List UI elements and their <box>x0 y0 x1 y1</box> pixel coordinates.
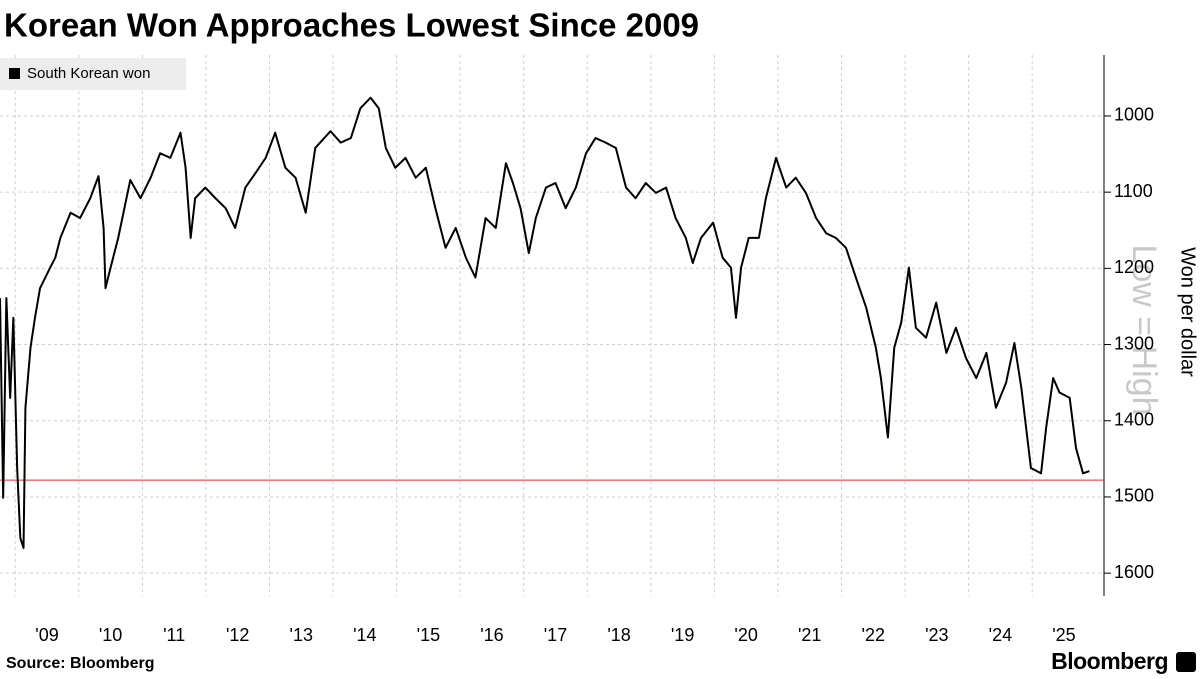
source: Source: Bloomberg <box>6 655 154 672</box>
x-tick-label: '18 <box>607 625 630 645</box>
brand: Bloomberg <box>1051 648 1168 674</box>
x-tick-label: '16 <box>480 625 503 645</box>
x-tick-label: '12 <box>226 625 249 645</box>
x-tick-label: '23 <box>925 625 948 645</box>
annotation: Low = High <box>1125 244 1163 415</box>
y-tick-label: 1300 <box>1114 333 1154 353</box>
x-tick-label: '20 <box>734 625 757 645</box>
y-tick-label: 1600 <box>1114 562 1154 582</box>
x-tick-label: '14 <box>353 625 376 645</box>
y-axis-label: Won per dollar <box>1177 247 1199 377</box>
x-tick-label: '09 <box>35 625 58 645</box>
x-tick-label: '24 <box>989 625 1012 645</box>
x-tick-label: '11 <box>163 625 185 645</box>
x-tick-label: '13 <box>290 625 313 645</box>
y-tick-label: 1500 <box>1114 486 1154 506</box>
brand-icon <box>1176 652 1196 672</box>
y-tick-label: 1200 <box>1114 257 1154 277</box>
x-tick-label: '19 <box>671 625 694 645</box>
legend-swatch <box>9 68 20 79</box>
y-tick-label: 1000 <box>1114 105 1154 125</box>
line-series <box>0 96 1090 549</box>
y-tick-label: 1400 <box>1114 409 1154 429</box>
x-tick-label: '15 <box>417 625 440 645</box>
x-tick-label: '22 <box>862 625 885 645</box>
x-tick-label: '21 <box>798 625 821 645</box>
legend-label: South Korean won <box>27 65 150 82</box>
legend-box <box>0 58 186 90</box>
x-tick-label: '10 <box>99 625 122 645</box>
x-tick-label: '25 <box>1052 625 1075 645</box>
x-tick-label: '17 <box>544 625 567 645</box>
y-tick-label: 1100 <box>1114 181 1153 201</box>
chart-title: Korean Won Approaches Lowest Since 2009 <box>4 7 699 44</box>
